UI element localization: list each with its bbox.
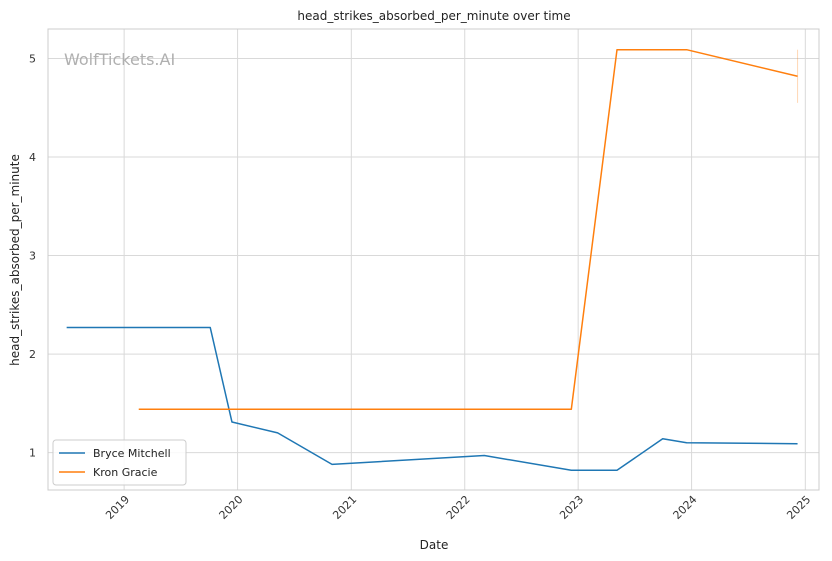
y-tick-label: 3 — [29, 250, 36, 263]
y-tick-label: 5 — [29, 53, 36, 66]
y-axis-label: head_strikes_absorbed_per_minute — [8, 154, 22, 366]
legend: Bryce Mitchell Kron Gracie — [52, 439, 187, 486]
y-axis-ticks: 1 2 3 4 5 — [29, 53, 36, 460]
legend-label-kron-gracie: Kron Gracie — [93, 466, 158, 479]
legend-label-bryce-mitchell: Bryce Mitchell — [93, 447, 171, 460]
y-tick-label: 1 — [29, 447, 36, 460]
y-tick-label: 2 — [29, 348, 36, 361]
y-tick-label: 4 — [29, 151, 36, 164]
plot-frame — [47, 28, 820, 491]
x-axis-label: Date — [420, 538, 449, 552]
series-layer — [66, 48, 799, 472]
watermark: WolfTickets.AI — [64, 50, 175, 69]
chart-title: head_strikes_absorbed_per_minute over ti… — [297, 9, 570, 23]
legend-box — [52, 439, 187, 486]
